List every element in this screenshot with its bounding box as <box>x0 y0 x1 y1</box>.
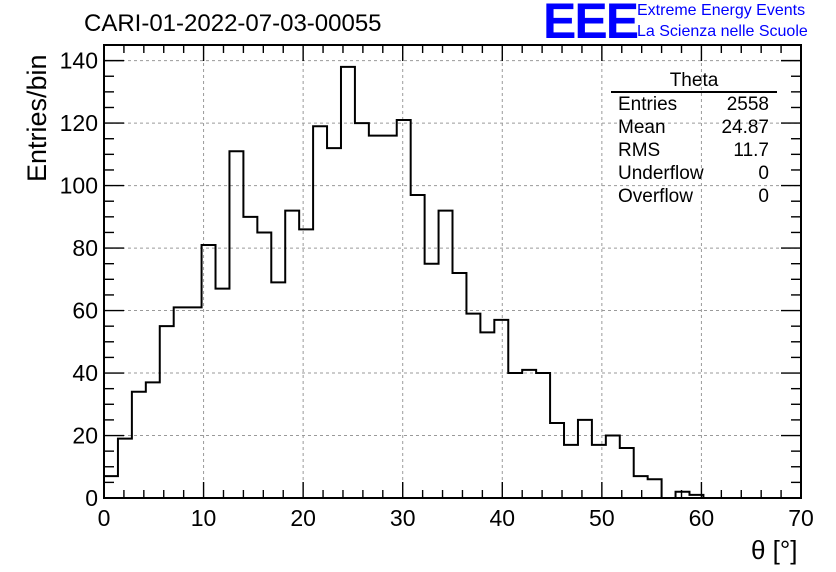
stats-title: Theta <box>611 70 777 93</box>
stats-value: 11.7 <box>733 140 769 161</box>
y-tick-label: 80 <box>72 235 98 261</box>
x-tick-label: 60 <box>689 505 715 531</box>
chart-title: CARI-01-2022-07-03-00055 <box>84 10 382 37</box>
y-tick-label: 60 <box>72 298 98 324</box>
x-axis-label: θ [°] <box>751 535 798 565</box>
stats-row-overflow: Overflow 0 <box>611 185 777 208</box>
x-tick-label: 30 <box>390 505 416 531</box>
stats-row-mean: Mean 24.87 <box>611 116 777 139</box>
stats-label: Overflow <box>618 186 693 207</box>
x-tick-label: 0 <box>98 505 111 531</box>
stats-row-entries: Entries 2558 <box>611 93 777 116</box>
stats-row-rms: RMS 11.7 <box>611 139 777 162</box>
stats-label: RMS <box>618 140 661 161</box>
logo-mark: EEE <box>543 0 639 49</box>
stats-value: 24.87 <box>721 117 769 138</box>
y-axis-label: Entries/bin <box>22 54 52 182</box>
stats-value: 2558 <box>726 94 769 115</box>
y-tick-label: 0 <box>85 485 98 511</box>
stats-label: Underflow <box>618 163 704 184</box>
x-tick-labels: 0 10 20 30 40 50 60 70 <box>98 505 814 531</box>
y-tick-label: 40 <box>72 360 98 386</box>
x-tick-label: 50 <box>589 505 615 531</box>
stats-value: 0 <box>758 186 769 207</box>
x-tick-label: 20 <box>290 505 316 531</box>
y-tick-labels: 0 20 40 60 80 100 120 140 <box>60 48 98 511</box>
y-tick-label: 20 <box>72 423 98 449</box>
y-tick-label: 120 <box>60 110 98 136</box>
stats-row-underflow: Underflow 0 <box>611 162 777 185</box>
axis-ticks <box>103 44 802 499</box>
x-tick-label: 10 <box>191 505 217 531</box>
histogram-series-line <box>103 65 801 499</box>
stats-box: Theta Entries 2558 Mean 24.87 RMS 11.7 U… <box>611 70 777 208</box>
y-tick-label: 140 <box>60 48 98 74</box>
y-tick-label: 100 <box>60 173 98 199</box>
x-tick-label: 40 <box>489 505 515 531</box>
stats-label: Entries <box>618 94 678 115</box>
stats-value: 0 <box>758 163 769 184</box>
stats-label: Mean <box>618 117 666 138</box>
logo-line1: Extreme Energy Events <box>637 2 806 19</box>
logo-line2: La Scienza nelle Scuole <box>637 23 808 40</box>
x-tick-label: 70 <box>788 505 814 531</box>
plot-frame <box>103 44 802 499</box>
